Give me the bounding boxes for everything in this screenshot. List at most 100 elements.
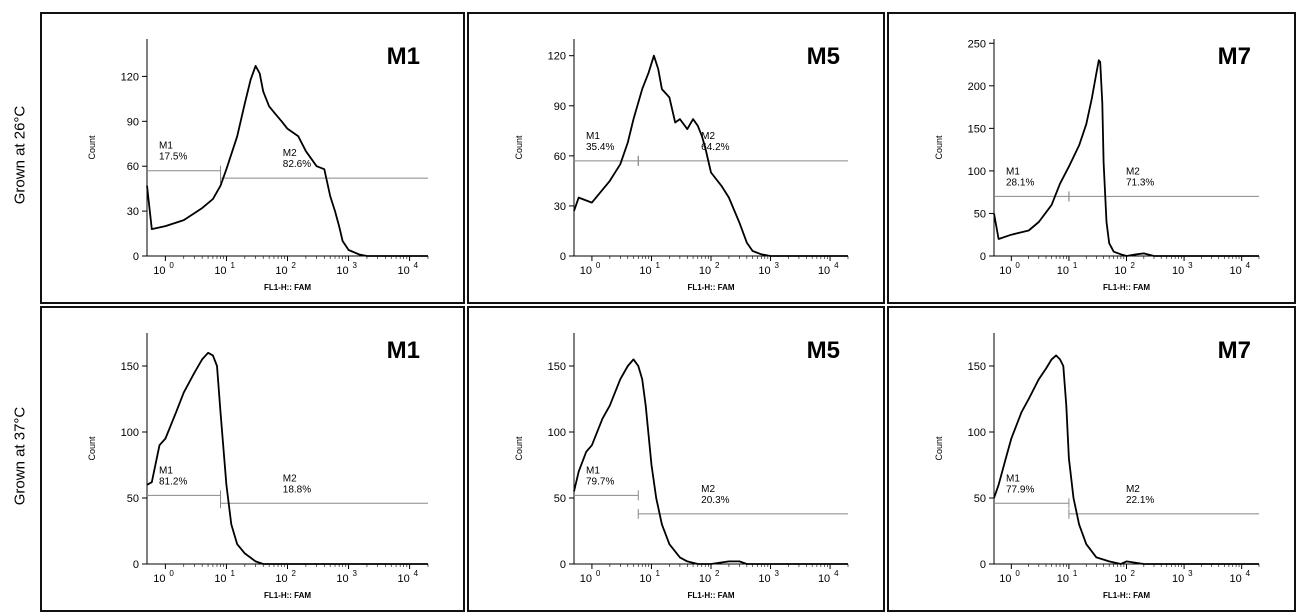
gate-percent: 28.1%: [1006, 177, 1034, 188]
x-tick-exponent: 1: [230, 261, 235, 270]
y-tick-label: 250: [968, 38, 986, 50]
histogram-line: [573, 358, 848, 565]
histogram-line: [993, 354, 1259, 565]
gate-percent: 77.9%: [1006, 484, 1034, 495]
x-tick-exponent: 3: [1188, 261, 1193, 270]
histogram-panel-37c-m1: 0 50 100 150 10 0 10 1 10 2 10 3 10 4 FL1-H:: FAM Count…: [40, 306, 465, 612]
histogram-panel-26c-m5: 0 30 60 90 120 10 0 10 1 10 2 10 3 10 4 FL1-H:: FAM Coun…: [467, 12, 885, 304]
histogram-line: [146, 351, 428, 565]
gate-percent: 82.6%: [283, 159, 311, 170]
x-tick-label: 10: [1057, 573, 1069, 585]
x-tick-label: 10: [1230, 265, 1242, 277]
gate-name: M2: [283, 148, 297, 159]
y-tick-label: 60: [127, 161, 139, 173]
x-tick-label: 10: [580, 265, 592, 277]
y-tick-label: 0: [133, 251, 139, 263]
x-tick-exponent: 0: [596, 261, 601, 270]
x-tick-label: 10: [1230, 573, 1242, 585]
x-tick-exponent: 1: [1073, 569, 1078, 578]
x-tick-exponent: 4: [834, 569, 839, 578]
x-tick-label: 10: [153, 265, 165, 277]
gate-name: M2: [701, 484, 715, 495]
x-tick-label: 10: [639, 573, 651, 585]
row-label-37c: Grown at 37°C: [11, 406, 29, 506]
x-tick-exponent: 4: [414, 261, 419, 270]
x-tick-exponent: 1: [655, 569, 660, 578]
x-tick-exponent: 0: [169, 261, 174, 270]
x-tick-label: 10: [275, 265, 287, 277]
x-tick-exponent: 4: [1246, 569, 1251, 578]
x-tick-exponent: 4: [834, 261, 839, 270]
x-tick-label: 10: [1172, 573, 1184, 585]
y-tick-label: 30: [554, 201, 566, 213]
x-tick-label: 10: [639, 265, 651, 277]
histogram-panel-37c-m7: 0 50 100 150 10 0 10 1 10 2 10 3 10 4 FL1-H:: FAM Count…: [887, 306, 1296, 612]
gate-name: M2: [283, 473, 297, 484]
gate-name: M1: [159, 465, 173, 476]
histogram-panel-26c-m1: 0 30 60 90 120 10 0 10 1 10 2 10 3 10 4 FL1-H:: FAM Coun…: [40, 12, 465, 304]
x-tick-exponent: 2: [292, 261, 297, 270]
x-tick-exponent: 2: [715, 569, 720, 578]
x-tick-label: 10: [1057, 265, 1069, 277]
y-tick-label: 50: [127, 493, 139, 505]
x-axis-label: FL1-H:: FAM: [1103, 283, 1150, 292]
chart-title: M7: [1218, 43, 1251, 70]
y-tick-label: 50: [554, 493, 566, 505]
gate-name: M2: [1126, 484, 1140, 495]
row-label-bottom: Grown at 37°C: [0, 306, 40, 606]
gate-percent: 22.1%: [1126, 495, 1154, 506]
gate-percent: 17.5%: [159, 152, 187, 163]
gate-percent: 64.2%: [701, 142, 729, 153]
y-tick-label: 100: [968, 427, 986, 439]
x-axis-label: FL1-H:: FAM: [687, 283, 734, 292]
x-tick-label: 10: [214, 265, 226, 277]
x-tick-exponent: 1: [655, 261, 660, 270]
gate-name: M1: [159, 141, 173, 152]
x-tick-label: 10: [818, 573, 830, 585]
chart-title: M5: [807, 337, 840, 364]
x-tick-exponent: 3: [775, 569, 780, 578]
histogram-panel-26c-m7: 0 50 100 150 200 250 10 0 10 1 10 2 10 3 10 4 FL1-H:: FA…: [887, 12, 1296, 304]
gate-name: M2: [701, 131, 715, 142]
gate-name: M2: [1126, 166, 1140, 177]
gate-name: M1: [1006, 166, 1020, 177]
x-axis-label: FL1-H:: FAM: [264, 283, 311, 292]
x-tick-exponent: 1: [230, 569, 235, 578]
x-tick-label: 10: [818, 265, 830, 277]
y-tick-label: 50: [974, 493, 986, 505]
chart-title: M7: [1218, 337, 1251, 364]
x-tick-exponent: 3: [775, 261, 780, 270]
y-tick-label: 50: [974, 208, 986, 220]
gate-name: M1: [1006, 473, 1020, 484]
x-tick-label: 10: [580, 573, 592, 585]
x-tick-exponent: 2: [292, 569, 297, 578]
x-tick-label: 10: [758, 573, 770, 585]
y-tick-label: 150: [121, 361, 139, 373]
x-tick-label: 10: [153, 573, 165, 585]
y-tick-label: 150: [968, 361, 986, 373]
y-tick-label: 60: [554, 151, 566, 163]
gate-percent: 81.2%: [159, 476, 187, 487]
x-axis-label: FL1-H:: FAM: [687, 591, 734, 600]
x-tick-exponent: 0: [596, 569, 601, 578]
x-tick-label: 10: [1114, 265, 1126, 277]
x-tick-label: 10: [999, 573, 1011, 585]
gate-name: M1: [586, 131, 600, 142]
gate-percent: 18.8%: [283, 484, 311, 495]
y-tick-label: 100: [548, 427, 566, 439]
x-tick-exponent: 3: [1188, 569, 1193, 578]
x-tick-exponent: 0: [169, 569, 174, 578]
y-axis-label: Count: [934, 436, 944, 461]
y-axis-label: Count: [934, 135, 944, 160]
y-tick-label: 0: [560, 559, 566, 571]
x-tick-exponent: 4: [414, 569, 419, 578]
x-tick-exponent: 3: [353, 261, 358, 270]
x-tick-exponent: 0: [1015, 261, 1020, 270]
x-tick-label: 10: [699, 265, 711, 277]
gate-name: M1: [586, 465, 600, 476]
x-tick-label: 10: [214, 573, 226, 585]
y-tick-label: 0: [980, 559, 986, 571]
